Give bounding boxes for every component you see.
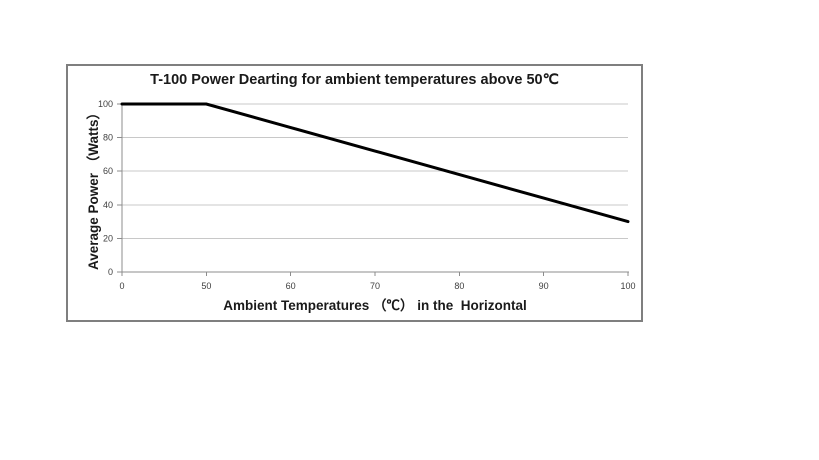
x-tick-label: 0 xyxy=(119,281,124,291)
data-line xyxy=(120,102,630,224)
x-axis-title: Ambient Temperatures （℃） in the Horizont… xyxy=(223,298,527,313)
x-tick-label: 90 xyxy=(539,281,549,291)
y-tick-label: 80 xyxy=(103,133,113,143)
x-tick-label: 80 xyxy=(454,281,464,291)
x-tick-label: 100 xyxy=(620,281,635,291)
chart-title: T-100 Power Dearting for ambient tempera… xyxy=(150,72,559,88)
y-tick-label: 40 xyxy=(103,200,113,210)
y-tick-label: 100 xyxy=(98,99,113,109)
x-tick-label: 50 xyxy=(201,281,211,291)
chart-frame: T-100 Power Dearting for ambient tempera… xyxy=(66,64,643,322)
x-tick-label: 70 xyxy=(370,281,380,291)
y-tick-label: 20 xyxy=(103,233,113,243)
plot-svg: 0 20 40 60 80 100 0 50 60 70 80 90 100 xyxy=(98,99,636,291)
y-tick-label: 60 xyxy=(103,166,113,176)
y-tick-label: 0 xyxy=(108,267,113,277)
x-tick-label: 60 xyxy=(286,281,296,291)
